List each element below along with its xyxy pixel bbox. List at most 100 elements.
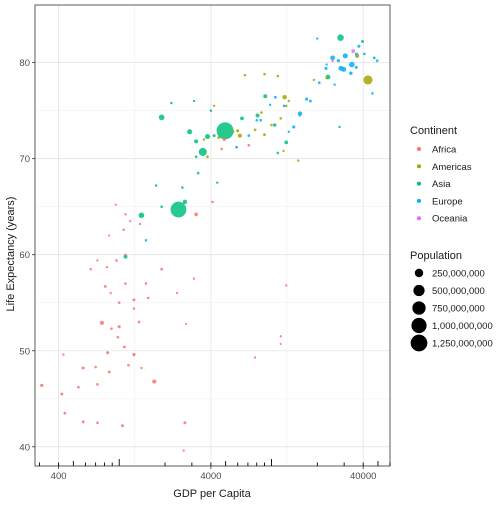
point-africa xyxy=(140,366,143,370)
point-asia xyxy=(263,94,268,99)
point-americas xyxy=(284,104,288,108)
point-africa xyxy=(146,296,150,300)
point-africa xyxy=(103,284,107,288)
point-africa xyxy=(96,383,99,386)
point-europe xyxy=(330,55,335,61)
point-africa xyxy=(211,200,214,204)
point-africa xyxy=(285,284,288,287)
plot-panel xyxy=(35,5,390,466)
point-africa xyxy=(108,234,111,237)
size-legend-title: Population xyxy=(410,250,462,262)
y-tick-label: 60 xyxy=(19,250,30,261)
point-asia xyxy=(194,155,198,159)
point-africa xyxy=(89,267,92,271)
panel-background xyxy=(35,5,390,466)
size-legend-key xyxy=(413,284,425,297)
legend-label-asia: Asia xyxy=(432,179,451,190)
point-europe xyxy=(287,130,291,133)
point-europe xyxy=(298,114,301,117)
legend-key-asia xyxy=(417,181,421,186)
legend-key-americas xyxy=(417,164,421,169)
point-americas xyxy=(276,74,280,78)
point-americas xyxy=(282,94,287,100)
point-oceania xyxy=(351,49,356,53)
point-africa xyxy=(96,421,99,425)
point-europe xyxy=(268,103,272,107)
point-africa xyxy=(220,147,223,151)
point-europe xyxy=(247,134,251,137)
point-africa xyxy=(132,352,136,357)
color-legend-title: Continent xyxy=(410,125,457,137)
point-asia xyxy=(273,123,277,127)
point-africa xyxy=(117,325,121,329)
point-africa xyxy=(62,353,65,356)
point-africa xyxy=(144,282,148,285)
point-americas xyxy=(237,133,242,138)
point-africa xyxy=(110,327,113,330)
point-africa xyxy=(114,203,117,206)
point-americas xyxy=(202,138,206,141)
point-africa xyxy=(106,351,110,355)
x-tick-label: 4000 xyxy=(200,471,221,482)
point-africa xyxy=(107,370,111,374)
point-asia xyxy=(372,56,376,60)
size-legend-label: 250,000,000 xyxy=(432,269,485,280)
point-asia xyxy=(170,201,187,218)
point-europe xyxy=(349,61,355,68)
legend-label-oceania: Oceania xyxy=(432,214,468,225)
point-americas xyxy=(312,78,316,82)
point-asia xyxy=(192,99,196,103)
point-oceania xyxy=(331,59,334,63)
point-africa xyxy=(40,383,44,387)
point-africa xyxy=(116,335,120,339)
point-asia xyxy=(284,140,289,145)
point-americas xyxy=(253,128,257,132)
point-americas xyxy=(279,117,283,120)
y-tick-label: 40 xyxy=(19,442,30,453)
point-africa xyxy=(194,212,198,217)
point-africa xyxy=(279,342,282,346)
point-europe xyxy=(235,145,238,149)
point-americas xyxy=(263,72,266,76)
point-africa xyxy=(109,291,112,295)
legend-label-africa: Africa xyxy=(432,145,457,156)
point-europe xyxy=(375,59,379,63)
legend-label-americas: Americas xyxy=(432,162,472,173)
point-europe xyxy=(305,97,309,101)
point-americas xyxy=(282,149,285,153)
point-asia xyxy=(170,101,173,105)
point-africa xyxy=(122,345,126,349)
point-asia xyxy=(182,199,188,205)
y-tick-label: 50 xyxy=(19,346,30,357)
point-asia xyxy=(181,186,184,189)
point-asia xyxy=(204,134,211,140)
point-asia xyxy=(198,147,207,156)
point-europe xyxy=(273,95,277,99)
size-legend-key xyxy=(410,334,428,352)
point-africa xyxy=(94,365,97,369)
point-africa xyxy=(120,424,124,428)
point-americas xyxy=(325,76,328,80)
point-europe xyxy=(371,92,374,95)
point-africa xyxy=(138,222,142,226)
point-americas xyxy=(212,104,216,108)
point-europe xyxy=(282,104,286,108)
point-africa xyxy=(247,143,251,147)
size-legend-label: 1,000,000,000 xyxy=(432,321,493,332)
point-europe xyxy=(336,59,340,63)
point-asia xyxy=(196,171,200,175)
point-europe xyxy=(357,44,361,48)
size-legend-key xyxy=(414,268,424,278)
size-legend-label: 1,250,000,000 xyxy=(432,339,493,350)
size-legend-label: 750,000,000 xyxy=(432,304,485,315)
point-africa xyxy=(122,228,125,232)
point-europe xyxy=(333,83,336,86)
point-europe xyxy=(259,118,263,122)
legend-key-europe xyxy=(417,198,421,203)
point-americas xyxy=(287,99,291,103)
point-europe xyxy=(324,66,328,70)
point-africa xyxy=(132,298,136,302)
x-tick-label: 400 xyxy=(51,471,67,482)
point-europe xyxy=(338,65,344,71)
